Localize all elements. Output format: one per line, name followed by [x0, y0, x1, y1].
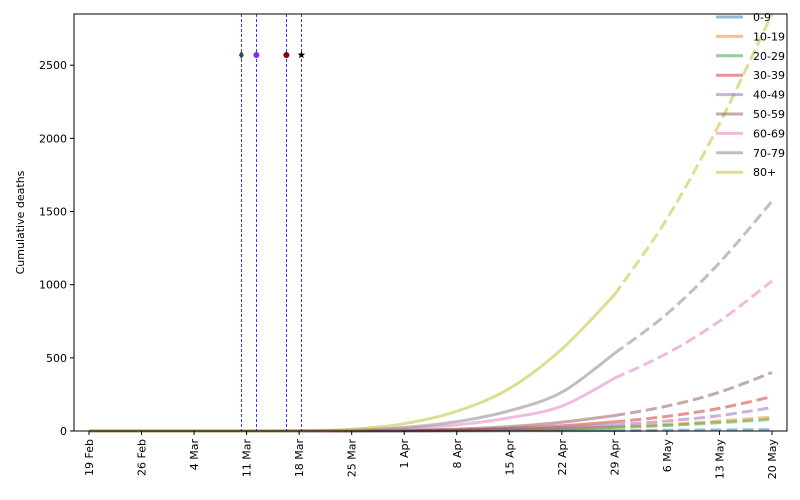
x-tick-label: 25 Mar	[346, 439, 359, 478]
series-line-0-9-projected	[614, 428, 772, 433]
y-tick-label: 500	[46, 352, 67, 365]
legend-label: 20-29	[753, 50, 785, 63]
event-marker-0	[238, 50, 244, 59]
legend-label: 10-19	[753, 30, 785, 43]
series-line-30-39-projected	[614, 395, 773, 424]
y-tick-label: 0	[60, 425, 67, 438]
series-line-40-49-projected	[614, 406, 773, 427]
y-tick-label: 2500	[39, 59, 67, 72]
x-tick-label: 26 Feb	[136, 439, 149, 476]
legend-label: 30-39	[753, 69, 785, 82]
series-line-70-79-observed	[89, 352, 616, 433]
x-tick-label: 11 Mar	[241, 439, 254, 478]
series-line-70-79-projected	[613, 200, 774, 355]
series-line-20-29-projected	[614, 417, 773, 429]
y-axis: 0 500 1000 1500 2000 2500	[39, 59, 74, 438]
legend-label: 80+	[753, 166, 776, 179]
event-markers	[238, 50, 306, 59]
event-marker-1	[253, 51, 260, 58]
y-axis-title: Cumulative deaths	[14, 170, 27, 274]
y-tick-label: 1000	[39, 279, 67, 292]
x-tick-label: 22 Apr	[556, 439, 569, 476]
legend-label: 40-49	[753, 89, 785, 102]
x-tick-label: 6 May	[661, 439, 674, 473]
legend-label: 70-79	[753, 147, 785, 160]
legend-label: 50-59	[753, 108, 785, 121]
x-tick-label: 20 May	[766, 439, 779, 480]
legend-label: 60-69	[753, 127, 785, 140]
y-tick-label: 1500	[39, 206, 67, 219]
event-marker-3	[297, 50, 306, 59]
x-axis: 19 Feb 26 Feb 4 Mar 11 Mar 18 Mar 25 Mar 1 Apr…	[83, 431, 779, 479]
series-line-80+-observed	[89, 293, 616, 433]
event-lines	[240, 14, 302, 431]
x-tick-label: 18 Mar	[293, 439, 306, 478]
plot-area	[73, 13, 788, 432]
series-line-60-69-projected	[613, 279, 773, 380]
x-tick-label: 15 Apr	[503, 439, 516, 476]
series-lines	[89, 13, 774, 433]
x-tick-label: 29 Apr	[608, 439, 621, 476]
x-tick-label: 13 May	[713, 439, 726, 480]
legend: 0-9 10-19 20-29 30-39 40-49 50-59 60-69 70-79 80…	[716, 11, 785, 179]
series-line-80+-projected	[613, 13, 774, 296]
x-tick-label: 8 Apr	[451, 439, 464, 469]
x-tick-label: 1 Apr	[398, 439, 411, 469]
event-marker-2	[283, 51, 290, 58]
legend-label: 0-9	[753, 11, 771, 24]
x-tick-label: 19 Feb	[83, 439, 96, 476]
y-tick-label: 2000	[39, 132, 67, 145]
series-line-60-69-observed	[89, 377, 616, 433]
x-tick-label: 4 Mar	[188, 439, 201, 471]
series-line-50-59-projected	[614, 371, 773, 418]
